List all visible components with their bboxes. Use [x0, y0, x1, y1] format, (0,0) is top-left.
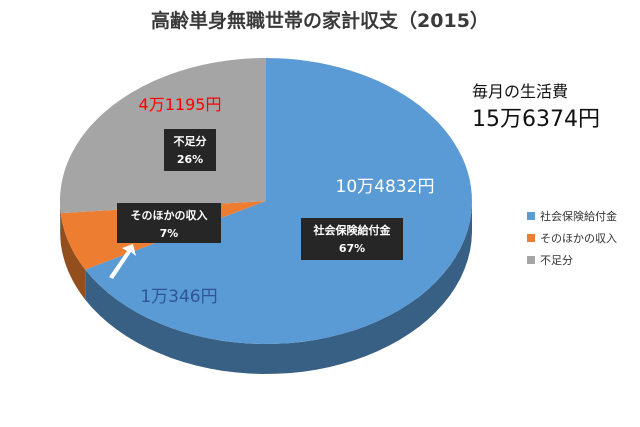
- legend: 社会保険給付金 そのほかの収入 不足分: [527, 205, 617, 271]
- data-label-other-income-box: [117, 203, 221, 243]
- legend-item-social-insurance: 社会保険給付金: [527, 205, 617, 227]
- legend-label: そのほかの収入: [540, 232, 617, 245]
- chart-title: 高齢単身無職世帯の家計収支（2015）: [151, 10, 489, 32]
- legend-swatch: [527, 256, 535, 264]
- data-label-social-insurance-box: [301, 218, 403, 260]
- amount-label-social-insurance: 10万4832円: [336, 177, 435, 197]
- pie-side-0: [85, 202, 472, 374]
- legend-label: 社会保険給付金: [540, 210, 617, 223]
- data-label-shortfall-box: [164, 129, 216, 171]
- pie-slice-2: [60, 58, 266, 214]
- data-label-social-insurance-text: 社会保険給付金: [313, 223, 392, 237]
- arrow-icon: [109, 244, 136, 279]
- pie-slice-0: [85, 58, 472, 344]
- legend-label: 不足分: [540, 254, 573, 267]
- data-label-social-insurance-text: 67%: [339, 242, 365, 255]
- data-label-other-income-text: 7%: [160, 227, 179, 240]
- legend-item-other-income: そのほかの収入: [527, 227, 617, 249]
- data-label-shortfall-text: 不足分: [174, 134, 207, 148]
- amount-label-shortfall: 4万1195円: [139, 95, 222, 114]
- pie-side-1: [60, 213, 86, 300]
- data-label-other-income-text: そのほかの収入: [131, 209, 208, 222]
- pie-side-2: [60, 201, 61, 244]
- data-label-shortfall-text: 26%: [177, 153, 203, 166]
- amount-label-other-income: 1万346円: [140, 287, 217, 307]
- legend-item-shortfall: 不足分: [527, 249, 617, 271]
- legend-swatch: [527, 234, 535, 242]
- monthly-cost-value: 15万6374円: [472, 107, 600, 132]
- monthly-cost-label: 毎月の生活費: [472, 82, 569, 101]
- legend-swatch: [527, 212, 535, 220]
